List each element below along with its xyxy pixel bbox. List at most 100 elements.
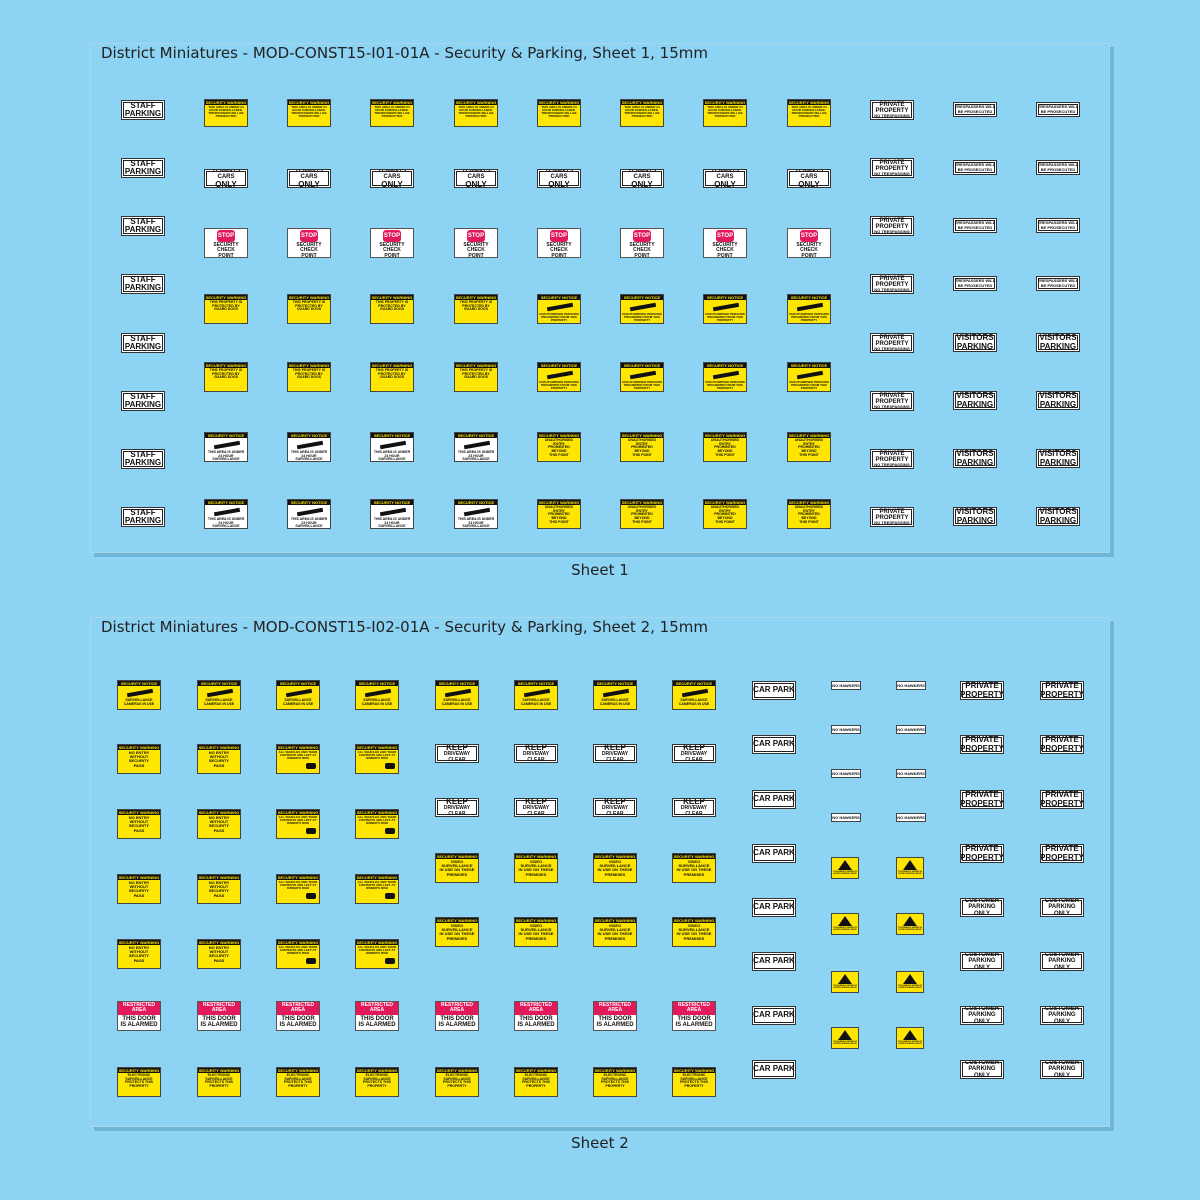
sign-text: PROPERTY (960, 852, 1004, 862)
sign-body: SECURITY CHECK POINT (371, 242, 413, 257)
staff-parking-sign: STAFF PARKING (121, 391, 165, 411)
sign-text: PARKING (1039, 341, 1077, 351)
sign-header: SECURITY NOTICE (118, 681, 160, 686)
sign-text: KEEP (525, 744, 547, 753)
sign-text: VISITORS (1039, 391, 1077, 401)
sign-body: ALL VEHICLES AND THEIR CONTENTS ARE LEFT… (277, 880, 319, 891)
sign-text: ALL VEHICLES AND THEIR CONTENTS ARE LEFT… (278, 880, 318, 891)
sign-text: PRIVATE (879, 217, 905, 224)
video-surveillance-sign: SECURITY WARNING VIDEO SURVEILLANCE IN USE … (593, 853, 637, 883)
no-entry-pass-sign: SECURITY WARNING NO ENTRY WITHOUT SECURITY P… (197, 939, 241, 969)
sign-text: ENTRY (636, 441, 648, 446)
sign-text: THIS PROPERTY IS PROTECTED BY GUARD DOGS (209, 368, 243, 380)
sign-text: AREA (131, 1007, 147, 1014)
sign-text: TENANTS CARS (627, 169, 657, 181)
camera-icon (126, 688, 154, 698)
sign-text: PROHIBITED (798, 445, 820, 450)
no-entry-pass-sign: SECURITY WARNING NO ENTRY WITHOUT SECURITY P… (197, 744, 241, 774)
sign-text: RESTRICTED (361, 1002, 393, 1008)
sign-body: THIS AREA IS UNDER 24 HOURS SURVEILLANCE (832, 984, 858, 990)
stop-sign: STOP SECURITY CHECK POINT (454, 228, 498, 258)
sign-body: UNAUTHORISED PERSONS PROHIBITED FROM THI… (704, 312, 746, 323)
sign-text: THIS DOOR (360, 1015, 394, 1022)
sign-body: VIDEO SURVEILLANCE IN USE ON THESE PREMISES (594, 923, 636, 942)
car-icon (385, 958, 395, 964)
sign-body: UNAUTHORISED ENTRY PROHIBITED BEYOND THIS PO… (788, 438, 830, 458)
sign-header: RESTRICTED AREA (356, 1002, 398, 1015)
sign-text: THIS AREA IS UNDER 24 HOURS SURVEILLANCE (898, 927, 922, 932)
sign-text: AREA (449, 1007, 465, 1014)
sign-text: PREMISES (525, 871, 547, 877)
sign-body: THIS PROPERTY IS PROTECTED BY GUARD DOGS (205, 368, 247, 381)
sign-text: THIS PROPERTY IS PROTECTED BY GUARD DOGS (459, 368, 493, 380)
no-hawkers-sign: NO HAWKERS (896, 769, 926, 778)
sign-text: THIS AREA IS UNDER 24 HOUR SURVEILLANCE.… (791, 105, 827, 119)
sign-body: UNAUTHORISED ENTRY PROHIBITED BEYOND THIS PO… (704, 438, 746, 458)
sign-body: THIS DOOR IS ALARMED (436, 1015, 478, 1029)
guard-dogs-sign: SECURITY WARNING THIS PROPERTY IS PROTECT… (454, 362, 498, 392)
sign-header: SECURITY WARNING (371, 363, 413, 368)
sign-text: IS ALARMED (517, 1021, 555, 1028)
sign-header: SECURITY WARNING (621, 433, 663, 438)
stop-icon: STOP (633, 230, 651, 242)
sign-text: UNAUTHORISED (627, 438, 657, 442)
sign-text: PRIVATE (1045, 681, 1079, 691)
sign-text: CUSTOMER (964, 898, 1000, 905)
camera-warning-icon (838, 1030, 852, 1040)
sign-header: SECURITY NOTICE (205, 433, 247, 438)
sign-header: SECURITY WARNING (436, 1068, 478, 1073)
private-property-sign: PRIVATE PROPERTY (1040, 844, 1084, 863)
tenants-cars-sign: TENANTS CARS ONLY (370, 169, 414, 188)
sign-text: BEYOND (551, 516, 567, 521)
sign-text: PREMISES (683, 871, 705, 877)
sign-text: VIDEO (529, 859, 543, 864)
private-property-sign: PRIVATE PROPERTY (1040, 681, 1084, 700)
sign-header: SECURITY NOTICE (356, 681, 398, 686)
sign-header: RESTRICTED AREA (594, 1002, 636, 1015)
sign-header: SECURITY WARNING (788, 433, 830, 438)
sign-text: WITHOUT (209, 819, 229, 825)
sign-text: TRESPASSERS WILL (1037, 220, 1079, 226)
sign-text: PARKING (124, 458, 162, 467)
owners-risk-sign: SECURITY WARNING ALL VEHICLES AND THEIR C… (276, 809, 320, 839)
sign-text: SECURITY (208, 953, 230, 959)
sign-text: THIS AREA IS UNDER 24 HOURS SURVEILLANCE (833, 985, 857, 990)
sign-header: SECURITY NOTICE (371, 433, 413, 438)
sign-text: THIS PROPERTY IS PROTECTED BY GUARD DOGS (292, 300, 326, 312)
staff-parking-sign: STAFF PARKING (121, 158, 165, 178)
sign-text: KEEP (604, 798, 626, 807)
sign-text: BEYOND (551, 449, 567, 454)
sign-body: UNAUTHORISED PERSONS PROHIBITED FROM THI… (621, 312, 663, 323)
sign-text: NO TRESPASSING (874, 229, 910, 235)
security-warning-sign: SECURITY WARNING THIS AREA IS UNDER 24 HO… (703, 99, 747, 127)
sign-header: RESTRICTED AREA (436, 1002, 478, 1015)
no-hawkers-sign: NO HAWKERS (896, 681, 926, 690)
restricted-area-sign: RESTRICTED AREA THIS DOOR IS ALARMED (276, 1001, 320, 1031)
sign-text: UNAUTHORISED PERSONS PROHIBITED FROM THI… (622, 380, 662, 391)
sign-body: SURVEILLANCE CAMERAS IN USE (673, 698, 715, 707)
sign-text: WITHOUT (129, 884, 149, 890)
stop-icon: STOP (217, 230, 235, 242)
private-property-sign: PRIVATE PROPERTY NO TRESPASSING (870, 158, 914, 178)
sign-text: POINT (717, 252, 733, 258)
car-park-sign: CAR PARK (752, 790, 796, 809)
car-icon (385, 828, 395, 834)
sign-text: BEYOND (801, 449, 817, 454)
camera-warning-icon (903, 860, 917, 870)
sign-text: PROHIBITED (714, 512, 736, 517)
sign-text: CHECK (300, 247, 318, 254)
sign-text: ONLY (631, 179, 653, 188)
sign-text: BE PROSECUTED (957, 108, 993, 114)
sign-header: SECURITY NOTICE (288, 500, 330, 505)
sign-header: RESTRICTED AREA (515, 1002, 557, 1015)
sign-text: PASS (213, 892, 225, 898)
sign-text: ALL VEHICLES AND THEIR CONTENTS ARE LEFT… (278, 750, 318, 761)
sign-text: PARKING (1039, 399, 1077, 409)
sign-text: PASS (213, 957, 225, 963)
sign-text: THIS DOOR (677, 1015, 711, 1022)
sign-text: CHECK (217, 247, 235, 254)
sign-text: PREMISES (604, 871, 626, 877)
sign-text: PRIVATE (879, 159, 905, 166)
visitors-parking-sign: VISITORS PARKING (953, 449, 997, 468)
sign-text: SURVEILLANCE (599, 927, 631, 933)
